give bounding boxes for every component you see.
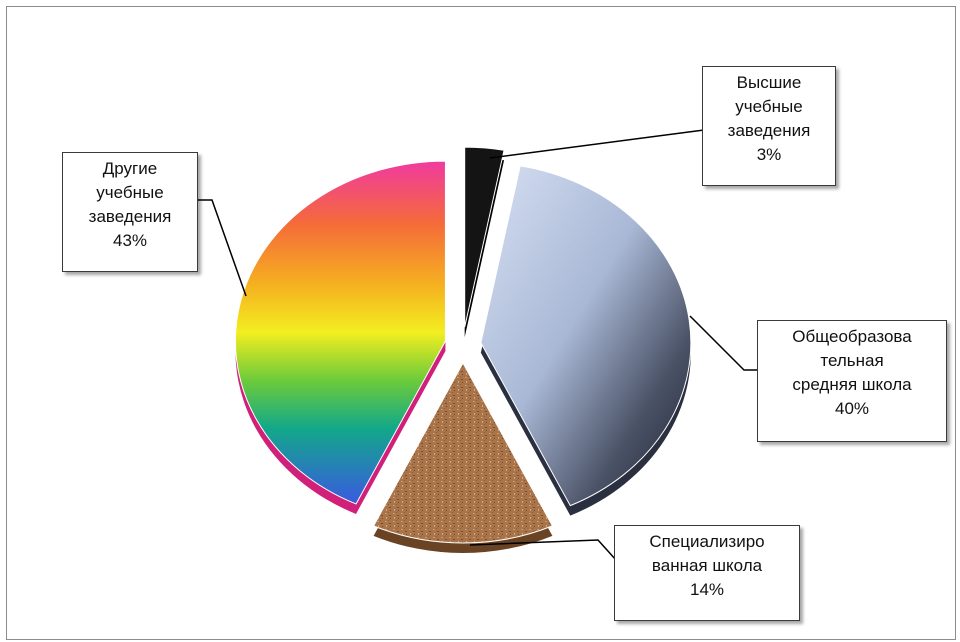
data-label-value: 43% <box>112 231 148 250</box>
data-label-category-line: Другие <box>102 159 158 178</box>
data-label-value: 3% <box>756 145 782 164</box>
leader-line <box>689 315 760 371</box>
slice-specialized-school <box>372 361 554 544</box>
leader-line <box>196 199 247 297</box>
leader-line <box>489 129 705 159</box>
data-label-category-line: заведения <box>88 207 172 226</box>
data-label-value: 14% <box>689 580 725 599</box>
data-label-category-line: тельная <box>820 351 884 370</box>
data-label-category-line: Специализиро <box>649 532 765 551</box>
data-label-category-line: ванная школа <box>651 556 763 575</box>
slice-higher-education <box>464 146 505 328</box>
data-label-category-line: Высшие <box>736 73 802 92</box>
data-label-callout: Другие учебные заведения 43% <box>62 152 198 272</box>
data-label-category-line: средняя школа <box>792 375 912 394</box>
slice-general-school <box>480 165 692 507</box>
data-label-value: 40% <box>834 399 870 418</box>
data-label-category-line: учебные <box>96 183 164 202</box>
slice-other-institutions <box>234 160 446 505</box>
data-label-category-line: Общеобразова <box>792 327 912 346</box>
data-label-callout: Высшие учебные заведения 3% <box>702 66 836 186</box>
data-label-callout: Специализиро ванная школа 14% <box>614 525 800 621</box>
data-label-callout: Общеобразова тельная средняя школа 40% <box>757 320 947 442</box>
data-label-category-line: учебные <box>735 97 803 116</box>
leader-line <box>469 539 617 561</box>
data-label-category-line: заведения <box>727 121 811 140</box>
